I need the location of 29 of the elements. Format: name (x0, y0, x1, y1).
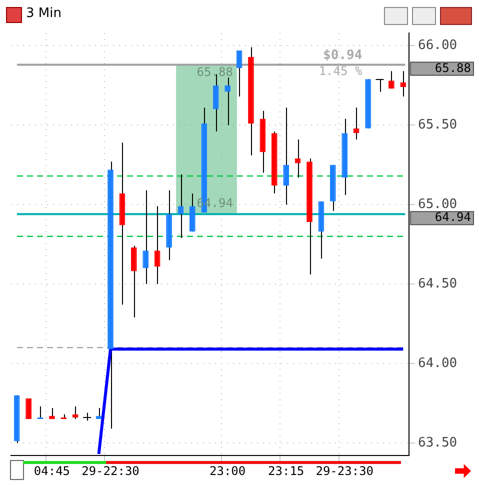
candlestick (224, 76, 230, 126)
candlestick (154, 206, 160, 285)
candlestick (178, 174, 184, 238)
x-tick-label: 23:15 (268, 464, 304, 478)
y-tick-label: 64.50 (418, 276, 458, 292)
candlestick (130, 245, 137, 318)
candlestick (236, 50, 242, 98)
candlestick (388, 70, 394, 90)
candlestick (353, 107, 360, 140)
y-tick-label: 65.50 (418, 118, 458, 133)
candlestick (142, 190, 149, 285)
x-tick-label: 29-23:30 (316, 464, 374, 478)
ref-line-label: 65.88 (434, 60, 471, 75)
x-tick-label: 29-22:30 (82, 464, 140, 478)
candlestick (294, 138, 301, 178)
y-tick-label: 66.00 (418, 38, 458, 54)
chart-title: 3 Min (26, 6, 62, 21)
ref-line-label: 64.94 (434, 210, 471, 224)
candlestick (190, 192, 196, 232)
candlestick (283, 107, 290, 206)
annotation: 1.45 % (318, 64, 363, 78)
y-tick-label: 65.00 (418, 196, 458, 212)
annotation: 65.88 (196, 64, 233, 79)
x-tick-label: 04:45 (34, 464, 70, 478)
annotation: $0.94 (323, 48, 362, 64)
candlestick (400, 70, 406, 98)
y-tick-label: 64.00 (418, 356, 458, 371)
x-tick-label: 23:00 (209, 464, 246, 478)
y-tick-label: 63.50 (418, 435, 458, 450)
